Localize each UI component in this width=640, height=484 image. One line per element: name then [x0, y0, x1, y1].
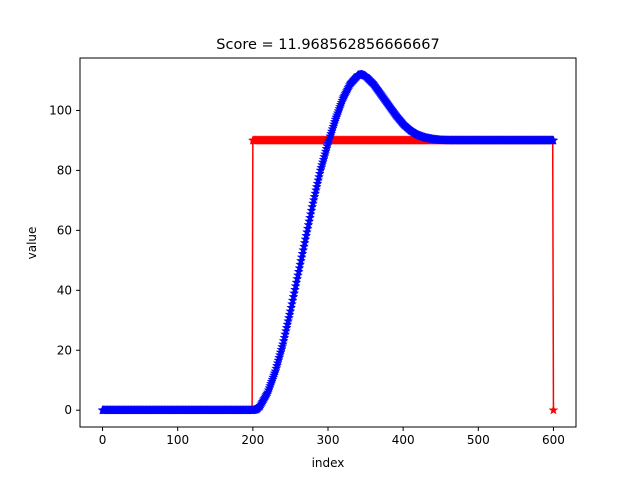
series-2-point: [300, 234, 311, 244]
x-tick-label: 300: [317, 433, 340, 447]
series-2-point: [293, 266, 304, 276]
series-2-point: [309, 191, 320, 201]
series-2-point: [280, 329, 291, 339]
series-2-point: [301, 230, 312, 240]
series-2-point: [304, 216, 315, 226]
series-2-point: [287, 298, 297, 309]
series-2-point: [311, 185, 321, 195]
series-2-point: [314, 168, 325, 178]
series-2-point: [308, 198, 318, 208]
series-2-point: [296, 255, 306, 266]
y-tick-label: 100: [49, 103, 72, 117]
y-tick-label: 80: [57, 163, 72, 177]
series-2-point: [311, 181, 322, 192]
series-2-point: [277, 339, 288, 349]
series-2-point: [548, 135, 559, 145]
x-tick-label: 600: [542, 433, 565, 447]
series-2-point: [305, 212, 315, 222]
series-2-point: [290, 280, 301, 291]
series-2-point: [313, 175, 324, 185]
series-2-point: [281, 322, 292, 332]
series-2-point: [305, 208, 316, 219]
x-tick-label: 500: [467, 433, 490, 447]
series-2-point: [290, 284, 300, 294]
x-tick-label: 100: [166, 433, 189, 447]
series-2-point: [287, 295, 298, 305]
series-2-point: [289, 288, 300, 298]
x-tick-label: 400: [392, 433, 415, 447]
series-2-point: [294, 262, 305, 273]
series-2-point: [307, 201, 318, 212]
series-2-point: [297, 248, 308, 258]
series-2-point: [298, 244, 309, 255]
series-2-point: [284, 309, 295, 319]
series-2-point: [282, 319, 293, 329]
series-2-point: [286, 302, 297, 312]
series-2-point: [302, 223, 313, 233]
series-2-point: [296, 252, 307, 262]
y-tick-label: 60: [57, 223, 72, 237]
series-2-point: [283, 316, 294, 326]
series-2-point: [279, 332, 290, 342]
chart-title: Score = 11.968562856666667: [216, 37, 439, 53]
series-2-point: [293, 270, 303, 280]
series-2-point: [308, 194, 319, 205]
series-2-point: [314, 171, 324, 182]
series-2-point: [310, 188, 321, 198]
series-2-point: [303, 219, 314, 230]
series-2-point: [292, 273, 303, 284]
series-2-point: [306, 205, 317, 215]
series-2-point: [291, 277, 302, 287]
x-axis-label: index: [312, 456, 345, 470]
series-2-group: [97, 69, 559, 415]
y-tick-label: 0: [64, 403, 72, 417]
series-2-point: [285, 306, 296, 316]
series-2-point: [299, 237, 310, 248]
y-axis-label: value: [25, 227, 39, 260]
series-2-point: [288, 291, 299, 302]
y-tick-label: 40: [57, 283, 72, 297]
x-tick-label: 0: [99, 433, 107, 447]
series-2-point: [312, 178, 323, 188]
series-2-point: [284, 312, 294, 323]
series-2-point: [280, 325, 291, 336]
series-2-point: [299, 241, 309, 251]
series-2-point: [302, 226, 312, 237]
plot-area-frame: [79, 57, 577, 428]
x-tick-label: 200: [241, 433, 264, 447]
series-1-point: [548, 405, 559, 415]
series-2-point: [295, 259, 306, 269]
series-2-point: [278, 335, 289, 346]
y-tick-label: 20: [57, 343, 72, 357]
